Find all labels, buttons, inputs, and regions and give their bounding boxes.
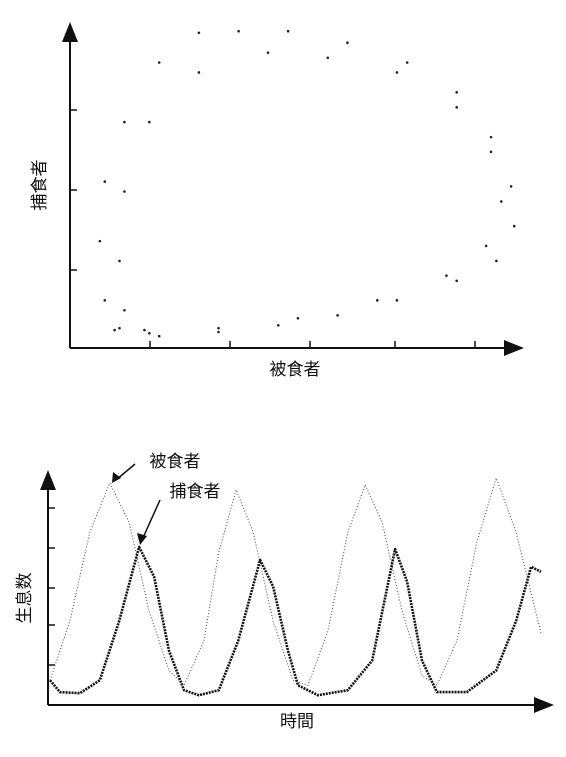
annotation: 被食者 [150, 452, 201, 472]
scatter-point [375, 299, 379, 302]
scatter-point [148, 331, 151, 335]
scatter-point [123, 190, 126, 193]
scatter-point [197, 31, 201, 35]
scatter-point [197, 71, 201, 74]
scatter-point [489, 150, 493, 154]
axis-arrows [40, 470, 554, 713]
axis-ticks [70, 109, 476, 348]
x-axis-label: 時間 [280, 712, 314, 732]
scatter-point [237, 29, 240, 33]
scatter-point [455, 279, 458, 283]
scatter-point [98, 239, 102, 243]
y-axis-label: 生息数 [15, 573, 35, 624]
scatter-point [123, 120, 126, 124]
y-axis-label: 捕食者 [30, 160, 50, 211]
scatter-point [395, 299, 399, 302]
scatter-point [266, 51, 270, 54]
scatter-point [512, 224, 516, 228]
annotation: 捕食者 [170, 482, 221, 502]
scatter-point [395, 71, 399, 74]
axis-lines [69, 28, 516, 349]
x-axis-label: 被食者 [270, 360, 321, 380]
scatter-point [113, 328, 116, 332]
scatter-point [217, 330, 220, 334]
scatter-point [148, 120, 151, 124]
series-line [49, 477, 542, 686]
scatter-point [346, 41, 349, 45]
series-line [49, 545, 542, 697]
scatter-point [326, 56, 330, 60]
axis-lines [47, 478, 546, 706]
annotation-arrow [141, 499, 161, 541]
scatter-point [405, 61, 409, 64]
scatter-point [296, 316, 300, 320]
annotation-arrowhead [112, 472, 121, 483]
axis-arrows [62, 22, 524, 356]
scatter-point [276, 323, 280, 327]
axis-ticks [48, 507, 55, 666]
scatter-point [118, 326, 121, 330]
scatter-point [157, 334, 161, 338]
scatter-point [489, 135, 493, 139]
scatter-point [509, 185, 513, 188]
scatter-point [103, 180, 107, 183]
scatter-point [118, 259, 121, 263]
scatter-point [499, 200, 503, 203]
scatter-point [286, 29, 290, 33]
scatter-point [143, 328, 146, 332]
scatter-point [123, 308, 126, 312]
scatter-point [455, 91, 458, 94]
scatter-point [455, 106, 458, 109]
scatter-point [336, 314, 339, 317]
scatter-point [445, 274, 448, 277]
scatter-point [217, 326, 220, 330]
scatter-point [484, 244, 488, 248]
scatter-point [495, 259, 498, 263]
scatter-point [103, 299, 107, 302]
scatter-point [157, 61, 161, 64]
annotation-arrowhead [137, 533, 147, 545]
